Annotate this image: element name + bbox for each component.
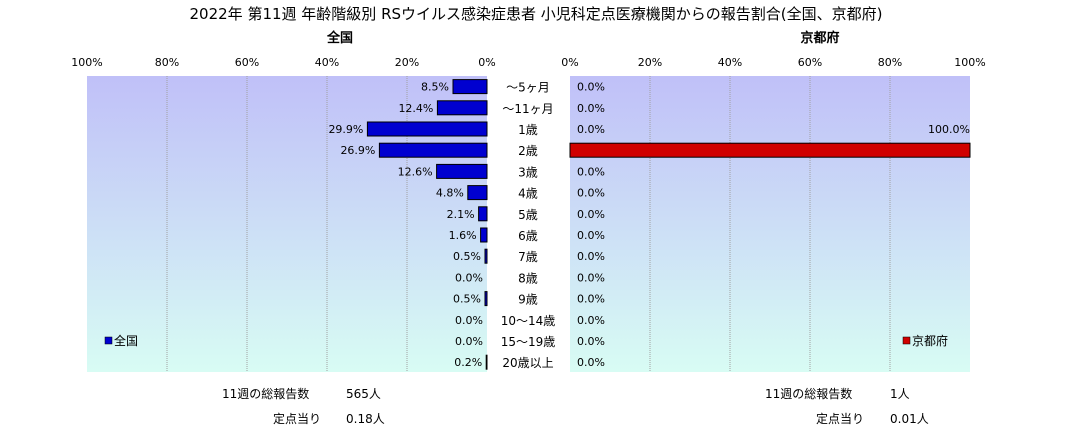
age-category-label: 2歳 [518, 144, 538, 158]
kyoto-total-value: 1人 [890, 387, 910, 401]
kyoto-data-label: 0.0% [577, 102, 605, 115]
national-total-value: 565人 [346, 387, 381, 401]
national-data-label: 0.0% [455, 271, 483, 284]
national-data-labels: 8.5% 12.4% 29.9% 26.9% 12.6%4.8% 2.1% 1.6% 0.5%… [328, 81, 483, 370]
kyoto-legend-label: 京都府 [912, 333, 948, 348]
national-bar [378, 142, 488, 158]
kyoto-per-site-label: 定点当り [816, 412, 865, 426]
national-gridlines [166, 76, 408, 372]
national-total-label: 11週の総報告数 [222, 387, 310, 401]
age-category-label: 3歳 [518, 165, 538, 179]
national-tick-label: 40% [315, 56, 339, 69]
national-data-label: 4.8% [436, 187, 464, 200]
national-tick-label: 0% [478, 56, 495, 69]
national-data-label: 2.1% [447, 208, 475, 221]
age-category-label: 9歳 [518, 293, 538, 307]
national-data-label: 12.6% [398, 165, 433, 178]
kyoto-tick-label: 20% [638, 56, 662, 69]
national-per-site-label: 定点当り [273, 412, 322, 426]
national-bar [366, 121, 488, 137]
kyoto-tick-label: 80% [878, 56, 902, 69]
kyoto-tick-label: 100% [954, 56, 985, 69]
age-category-label: 5歳 [518, 208, 538, 222]
kyoto-legend-swatch [902, 336, 911, 345]
age-category-label: 8歳 [518, 271, 538, 285]
kyoto-data-label: 0.0% [577, 314, 605, 327]
age-category-labels: 〜5ヶ月〜11ヶ月 1歳 2歳 3歳 4歳 5歳 6歳 7歳 8歳 9歳 10〜14歳 15〜19歳 2… [501, 81, 556, 371]
kyoto-gridlines [649, 76, 891, 372]
kyoto-tick-label: 40% [718, 56, 742, 69]
kyoto-bar [569, 142, 971, 158]
kyoto-tick-label: 0% [561, 56, 578, 69]
national-bar [478, 206, 488, 222]
age-category-label: 1歳 [518, 123, 538, 137]
kyoto-bars [569, 142, 971, 158]
kyoto-tick-label: 60% [798, 56, 822, 69]
national-data-label: 0.0% [455, 314, 483, 327]
age-category-label: 〜5ヶ月 [506, 81, 550, 95]
kyoto-data-label: 0.0% [577, 293, 605, 306]
kyoto-data-label: 100.0% [928, 123, 970, 136]
national-data-label: 26.9% [340, 144, 375, 157]
age-category-label: 10〜14歳 [501, 314, 556, 328]
national-bar [452, 79, 488, 95]
national-data-label: 0.2% [454, 356, 482, 369]
kyoto-axis-ticks: 0% 20% 40% 60% 80% 100% [561, 56, 985, 69]
chart-canvas: 100% 80% 60% 40% 20% 0% 0% 20% 40% 60% 80% 100% 8.… [71, 56, 986, 372]
age-category-label: 20歳以上 [502, 356, 553, 370]
national-axis-ticks: 100% 80% 60% 40% 20% 0% [71, 56, 495, 69]
national-bar [436, 163, 488, 179]
national-tick-label: 60% [235, 56, 259, 69]
national-per-site-value: 0.18人 [346, 412, 385, 426]
legends: 全国 京都府 [104, 333, 948, 348]
national-bar [485, 354, 488, 370]
national-data-label: 12.4% [398, 102, 433, 115]
national-bar [467, 185, 488, 201]
national-data-label: 0.0% [455, 335, 483, 348]
national-data-label: 0.5% [453, 250, 481, 263]
age-category-label: 〜11ヶ月 [502, 102, 553, 116]
kyoto-data-label: 0.0% [577, 250, 605, 263]
age-category-label: 15〜19歳 [501, 335, 556, 349]
national-data-label: 0.5% [453, 293, 481, 306]
kyoto-data-label: 0.0% [577, 187, 605, 200]
age-category-label: 6歳 [518, 229, 538, 243]
age-category-label: 4歳 [518, 187, 538, 201]
national-tick-label: 100% [71, 56, 102, 69]
kyoto-data-label: 0.0% [577, 123, 605, 136]
national-legend-label: 全国 [114, 333, 138, 348]
kyoto-data-label: 0.0% [577, 335, 605, 348]
kyoto-data-label: 0.0% [577, 81, 605, 94]
national-tick-label: 80% [155, 56, 179, 69]
kyoto-data-label: 0.0% [577, 165, 605, 178]
kyoto-data-labels: 0.0% 0.0% 0.0% 100.0% 0.0% 0.0% 0.0% 0.0% 0.0% 0.… [577, 81, 970, 370]
national-bar [480, 227, 488, 243]
kyoto-data-label: 0.0% [577, 356, 605, 369]
kyoto-panel-title: 京都府 [800, 31, 840, 46]
national-bar [484, 291, 488, 307]
kyoto-per-site-value: 0.01人 [890, 412, 929, 426]
kyoto-total-label: 11週の総報告数 [765, 387, 853, 401]
national-bars [366, 79, 488, 370]
national-tick-label: 20% [395, 56, 419, 69]
national-panel-title: 全国 [326, 31, 353, 46]
national-legend-swatch [104, 336, 113, 345]
national-data-label: 8.5% [421, 81, 449, 94]
kyoto-data-label: 0.0% [577, 271, 605, 284]
kyoto-data-label: 0.0% [577, 208, 605, 221]
chart-title: 2022年 第11週 年齢階級別 RSウイルス感染症患者 小児科定点医療機関から… [189, 5, 883, 23]
national-data-label: 1.6% [449, 229, 477, 242]
national-plot-area [87, 76, 487, 372]
kyoto-plot-area [570, 76, 970, 372]
national-bar [484, 248, 488, 264]
kyoto-data-label: 0.0% [577, 229, 605, 242]
age-category-label: 7歳 [518, 250, 538, 264]
national-data-label: 29.9% [328, 123, 363, 136]
national-bar [436, 100, 488, 116]
